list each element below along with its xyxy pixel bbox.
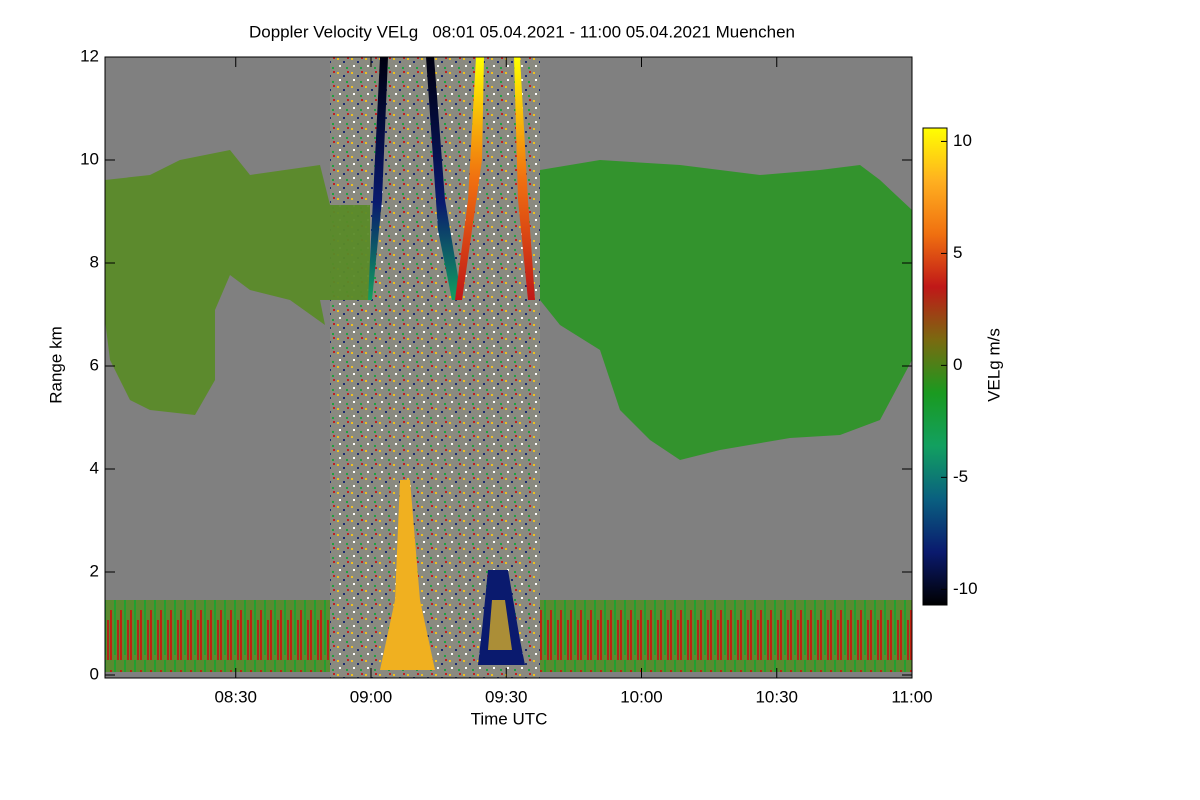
colorbar-tick-label: 5 <box>953 243 962 262</box>
colorbar-tick-label: 0 <box>953 355 962 374</box>
plume <box>380 480 435 670</box>
plot-frame <box>104 56 913 679</box>
cloud <box>105 150 370 415</box>
x-tick-label: 10:30 <box>755 687 798 706</box>
y-tick-label: 4 <box>90 458 99 477</box>
x-tick-label: 10:00 <box>620 687 663 706</box>
y-tick-label: 6 <box>90 355 99 374</box>
streak <box>455 57 484 300</box>
x-tick-label: 09:30 <box>485 687 528 706</box>
y-tick-label: 0 <box>90 664 99 683</box>
x-tick-label: 09:00 <box>350 687 393 706</box>
x-tick-label: 08:30 <box>214 687 257 706</box>
streak <box>368 57 388 300</box>
x-axis-label: Time UTC <box>471 709 548 728</box>
x-tick-label: 11:00 <box>891 687 932 706</box>
streak <box>426 57 462 300</box>
radar-field <box>105 57 912 678</box>
y-axis-label: Range km <box>46 326 65 403</box>
cloud <box>540 160 912 460</box>
y-tick-label: 8 <box>90 252 99 271</box>
y-tick-label: 10 <box>80 149 99 168</box>
colorbar <box>922 127 948 606</box>
colorbar-tick-label: 10 <box>953 131 972 150</box>
chart-title: Doppler Velocity VELg 08:01 05.04.2021 -… <box>249 22 795 41</box>
colorbar-tick-label: -10 <box>953 579 978 598</box>
y-tick-label: 2 <box>90 561 99 580</box>
colorbar-label: VELg m/s <box>984 328 1003 402</box>
plume <box>488 600 512 650</box>
colorbar-tick-label: -5 <box>953 467 968 486</box>
y-tick-label: 12 <box>80 46 99 65</box>
streak <box>514 57 535 300</box>
